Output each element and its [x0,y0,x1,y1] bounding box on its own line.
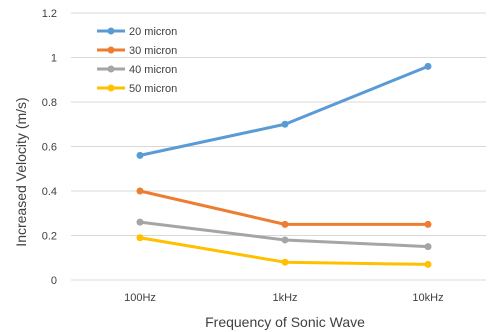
data-point [281,236,289,244]
legend-item: 50 micron [97,83,177,95]
x-axis-title: Frequency of Sonic Wave [205,314,365,330]
data-point [136,151,144,159]
data-point [281,220,289,228]
series-line [138,64,430,157]
data-point [136,218,144,226]
legend-label: 40 micron [129,64,177,76]
legend-swatch-marker [107,65,115,73]
y-tick-label: 0.2 [42,231,57,243]
series-line [138,189,430,226]
y-axis-ticks: 0 0.2 0.4 0.6 0.8 1 1.2 [42,8,57,287]
series-40-micron [136,218,432,251]
y-tick-label: 0.8 [42,97,57,109]
data-point [424,62,432,70]
legend-swatch-marker [107,84,115,92]
data-point [136,187,144,195]
x-tick-label: 1kHz [272,292,297,304]
legend: 20 micron 30 micron 40 micron 50 micron [97,26,177,95]
data-point [281,258,289,266]
data-point [281,120,289,128]
y-tick-label: 0 [51,275,57,287]
data-point [424,220,432,228]
legend-item: 40 micron [97,64,177,76]
legend-item: 20 micron [97,26,177,38]
legend-swatch-marker [107,46,115,54]
y-axis-title: Increased Velocity (m/s) [13,97,29,246]
legend-swatch-marker [107,27,115,35]
legend-label: 20 micron [129,26,177,38]
y-tick-label: 0.4 [42,186,57,198]
data-point [136,234,144,242]
series-50-micron [136,234,432,268]
series-20-micron [136,62,432,159]
legend-label: 50 micron [129,83,177,95]
legend-item: 30 micron [97,45,177,57]
y-tick-label: 1 [51,53,57,65]
series-30-micron [136,187,432,228]
series-lines [136,62,432,268]
x-tick-label: 100Hz [124,292,156,304]
x-tick-label: 10kHz [412,292,443,304]
data-point [424,260,432,268]
y-tick-label: 1.2 [42,8,57,20]
y-tick-label: 0.6 [42,142,57,154]
data-point [424,243,432,251]
legend-label: 30 micron [129,45,177,57]
x-axis-ticks: 100Hz 1kHz 10kHz [124,292,443,304]
